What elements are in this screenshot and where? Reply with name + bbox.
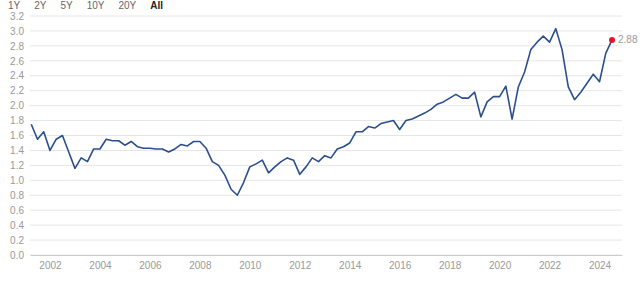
x-tick-label: 2008 — [189, 260, 212, 271]
grid-line — [30, 16, 622, 17]
y-tick-label: 2.6 — [10, 56, 24, 67]
range-toolbar: 1Y 2Y 5Y 10Y 20Y All — [8, 0, 163, 11]
grid-line — [30, 30, 622, 31]
x-tick: 2012 — [289, 255, 312, 271]
y-tick-label: 0.6 — [10, 205, 24, 216]
y-tick: 2.2 — [10, 85, 30, 96]
grid-line — [30, 135, 622, 136]
y-tick: 2.8 — [10, 41, 30, 52]
grid-line — [30, 75, 622, 76]
x-tick-label: 2014 — [339, 260, 362, 271]
y-tick: 0.6 — [10, 205, 30, 216]
y-tick: 0.0 — [10, 250, 30, 261]
grid-line — [30, 225, 622, 226]
grid-line — [30, 240, 622, 241]
y-tick: 1.2 — [10, 160, 30, 171]
y-tick: 3.2 — [10, 11, 30, 22]
y-tick-label: 0.8 — [10, 190, 24, 201]
y-tick-label: 2.8 — [10, 41, 24, 52]
y-tick: 0.8 — [10, 190, 30, 201]
x-tick-label: 2024 — [589, 260, 612, 271]
y-tick-label: 0.0 — [10, 250, 24, 261]
grid-line — [30, 60, 622, 61]
range-button[interactable]: 10Y — [87, 0, 105, 11]
y-axis: 0.0 0.2 0.4 0.6 0.8 1.0 1.2 1.4 1.6 1.8 2.0 2.2 2.4 2… — [10, 11, 30, 261]
x-tick-label: 2018 — [439, 260, 462, 271]
x-tick: 2016 — [389, 255, 412, 271]
grid-line — [30, 105, 622, 106]
last-value-dot — [609, 37, 615, 43]
x-tick: 2004 — [89, 255, 112, 271]
y-tick-label: 2.0 — [10, 100, 24, 111]
x-tick: 2022 — [539, 255, 562, 271]
x-tick: 2018 — [439, 255, 462, 271]
y-tick: 0.4 — [10, 220, 30, 231]
y-tick-label: 1.8 — [10, 115, 24, 126]
grid-line — [30, 180, 622, 181]
range-button[interactable]: 2Y — [34, 0, 47, 11]
y-tick-label: 1.2 — [10, 160, 24, 171]
y-tick-label: 1.4 — [10, 145, 24, 156]
x-tick: 2006 — [139, 255, 162, 271]
y-tick-label: 3.0 — [10, 26, 24, 37]
y-tick-label: 0.2 — [10, 235, 24, 246]
x-tick-label: 2010 — [239, 260, 262, 271]
line — [31, 29, 612, 196]
x-tick-label: 2022 — [539, 260, 562, 271]
x-tick: 2002 — [39, 255, 62, 271]
y-tick: 1.0 — [10, 175, 30, 186]
grid-line — [30, 90, 622, 91]
y-tick: 0.2 — [10, 235, 30, 246]
y-tick-label: 0.4 — [10, 220, 24, 231]
range-button[interactable]: 5Y — [60, 0, 73, 11]
x-tick: 2014 — [339, 255, 362, 271]
y-tick: 1.6 — [10, 130, 30, 141]
x-tick-label: 2002 — [39, 260, 62, 271]
x-axis-line — [31, 255, 623, 256]
y-tick-label: 1.0 — [10, 175, 24, 186]
y-tick-label: 1.6 — [10, 130, 24, 141]
x-tick: 2020 — [489, 255, 512, 271]
grid-line — [30, 195, 622, 196]
x-axis: 2002 2004 2006 2008 2010 2012 2014 2016 2018 2020… — [31, 255, 623, 271]
grid-line — [30, 255, 622, 256]
plot-area — [31, 29, 615, 196]
y-tick-label: 2.4 — [10, 70, 24, 81]
x-tick: 2010 — [239, 255, 262, 271]
y-tick-label: 2.2 — [10, 85, 24, 96]
range-button[interactable]: All — [150, 0, 163, 11]
y-tick: 1.4 — [10, 145, 30, 156]
chart: 1Y 2Y 5Y 10Y 20Y All 0.0 0.2 0.4 0.6 0.8 1.0 1.2 1.4 1… — [0, 0, 640, 282]
x-tick-label: 2004 — [89, 260, 112, 271]
y-tick-label: 3.2 — [10, 11, 24, 22]
y-tick: 2.0 — [10, 100, 30, 111]
y-tick: 3.0 — [10, 26, 30, 37]
grid — [30, 16, 622, 255]
last-value-label: 2.88 — [618, 34, 638, 45]
range-button[interactable]: 1Y — [8, 0, 21, 11]
x-tick-label: 2012 — [289, 260, 312, 271]
grid-line — [30, 150, 622, 151]
x-tick-label: 2016 — [389, 260, 412, 271]
range-button[interactable]: 20Y — [119, 0, 137, 11]
y-tick: 2.6 — [10, 56, 30, 67]
x-tick: 2024 — [589, 255, 612, 271]
grid-line — [30, 120, 622, 121]
y-tick: 2.4 — [10, 70, 30, 81]
x-tick-label: 2020 — [489, 260, 512, 271]
x-tick-label: 2006 — [139, 260, 162, 271]
x-tick: 2008 — [189, 255, 212, 271]
y-tick: 1.8 — [10, 115, 30, 126]
grid-line — [30, 165, 622, 166]
grid-line — [30, 210, 622, 211]
